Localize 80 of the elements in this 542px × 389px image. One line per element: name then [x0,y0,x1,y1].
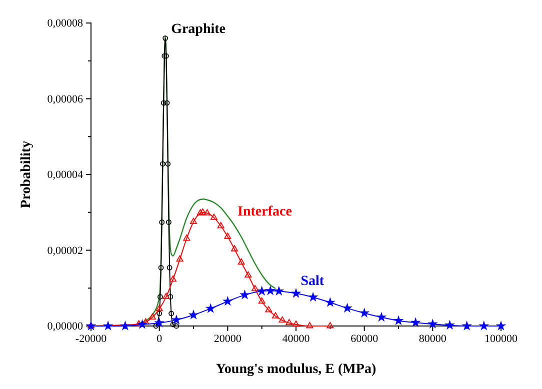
point [292,320,300,327]
point [172,315,181,324]
point [164,100,170,106]
point [196,209,204,216]
point [258,297,266,304]
point [138,320,147,328]
point [286,319,293,326]
point [149,313,156,320]
point [258,286,266,295]
point [266,286,275,294]
point [157,294,163,300]
point [292,288,300,298]
point [158,264,164,270]
point [274,286,284,295]
point [159,220,165,225]
point [166,264,172,270]
point [170,275,176,282]
x-tick-label: 80000 [418,332,447,345]
point [160,100,166,106]
point [217,222,224,228]
point [104,322,112,330]
point [224,232,232,239]
point [231,245,238,252]
point [156,304,163,312]
point [306,322,314,328]
point [278,316,286,323]
point [162,35,168,41]
point [160,161,166,167]
point [308,292,318,301]
x-axis-title: Young's modulus, E (MPa) [216,362,376,377]
y-tick-label: 0,00000 [47,320,84,333]
point [165,161,171,167]
point [190,218,197,224]
series-label: Graphite [171,22,226,38]
point [244,271,252,278]
point [342,304,352,312]
point [156,310,162,316]
point [189,310,198,319]
point [183,234,190,241]
y-tick-label: 0,00008 [47,18,84,30]
y-tick-label: 0,00002 [47,244,83,257]
point [394,316,403,324]
point [462,322,472,330]
series-label: Interface [238,204,292,220]
point [240,290,250,299]
point [496,322,506,330]
point [176,255,184,262]
y-tick-label: 0,00006 [47,93,84,106]
x-tick-label: 40000 [282,332,310,345]
point [326,322,334,328]
point [265,306,272,312]
point [166,220,172,225]
point [326,298,334,306]
y-axis-title: Probability [19,140,34,208]
point [223,296,232,306]
x-tick-label: 20000 [214,332,242,345]
point [445,320,454,329]
series-label: Salt [300,274,324,289]
point [142,318,150,324]
x-tick-label: 0 [156,332,163,345]
point [120,322,130,330]
point [360,308,369,317]
point [206,304,215,312]
point [210,214,218,220]
x-tick-label: 100000 [484,332,518,345]
point [168,294,174,300]
point [204,209,211,216]
point [272,312,279,318]
point [411,318,420,326]
x-tick-label: 60000 [350,332,379,345]
point [162,292,170,300]
point [168,310,174,316]
point [238,258,245,265]
x-tick-label: -20000 [75,332,108,345]
y-tick-label: 0,00004 [47,169,84,182]
point [377,312,386,321]
point [480,322,488,330]
point [428,320,437,328]
point [199,208,206,215]
point [252,284,258,292]
